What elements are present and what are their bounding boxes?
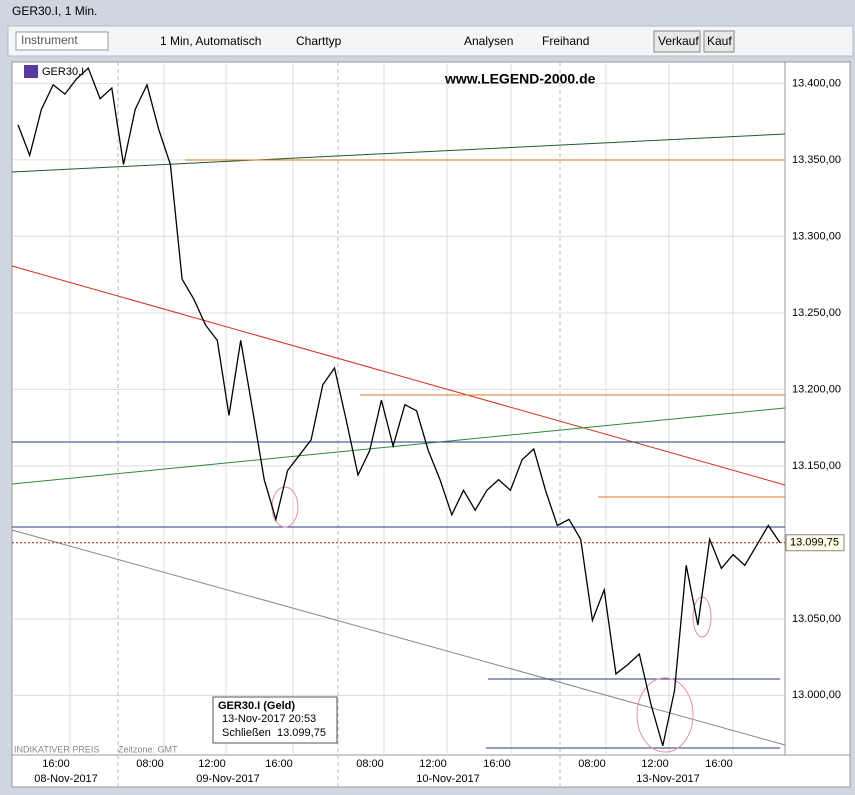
trend-line — [11, 265, 786, 486]
time-label: 08:00 — [356, 758, 384, 770]
date-label: 08-Nov-2017 — [34, 773, 98, 785]
sell-label: Verkauf — [658, 34, 699, 48]
y-tick-label: 13.150,00 — [792, 460, 841, 472]
time-label: 16:00 — [265, 758, 293, 770]
analysis-menu[interactable]: Analysen — [464, 34, 513, 48]
instrument-input[interactable] — [15, 31, 109, 51]
timezone-label: Zeitzone: GMT — [118, 744, 178, 754]
time-label: 08:00 — [136, 758, 164, 770]
symbol-label: GER30.I — [42, 66, 84, 78]
freehand-menu[interactable]: Freihand — [542, 34, 589, 48]
date-label: 09-Nov-2017 — [196, 773, 260, 785]
y-tick-label: 13.350,00 — [792, 154, 841, 166]
time-label: 08:00 — [578, 758, 606, 770]
y-tick-label: 13.050,00 — [792, 613, 841, 625]
date-label: 13-Nov-2017 — [636, 773, 700, 785]
info-time: 13-Nov-2017 20:53 — [222, 713, 316, 725]
y-tick-label: 13.250,00 — [792, 307, 841, 319]
time-label: 16:00 — [483, 758, 511, 770]
time-axis — [11, 754, 851, 788]
plot-area — [11, 61, 786, 756]
charttype-menu[interactable]: Charttyp — [296, 34, 342, 48]
watermark: www.LEGEND-2000.de — [444, 71, 596, 87]
price-axis — [784, 61, 851, 756]
y-tick-label: 13.000,00 — [792, 689, 841, 701]
buy-label: Kauf — [707, 34, 732, 48]
grid — [12, 62, 785, 787]
indicative-label: INDIKATIVER PREIS — [14, 744, 99, 754]
info-close-label: Schließen — [222, 727, 271, 739]
time-label: 16:00 — [705, 758, 733, 770]
sell-button[interactable] — [653, 30, 701, 53]
highlight-ellipse — [636, 677, 694, 753]
last-price-label: 13.099,75 — [790, 537, 839, 549]
interval-menu[interactable]: 1 Min, Automatisch — [160, 34, 261, 48]
time-label: 12:00 — [641, 758, 669, 770]
instrument-placeholder: Instrument — [21, 33, 78, 47]
trend-line — [11, 407, 786, 485]
y-tick-label: 13.400,00 — [792, 77, 841, 89]
time-label: 12:00 — [419, 758, 447, 770]
info-title: GER30.I (Geld) — [218, 700, 295, 712]
window-title: GER30.I, 1 Min. — [12, 4, 97, 18]
y-tick-label: 13.200,00 — [792, 383, 841, 395]
trend-line — [11, 529, 786, 746]
symbol-icon — [24, 65, 38, 78]
y-tick-label: 13.300,00 — [792, 230, 841, 242]
date-label: 10-Nov-2017 — [416, 773, 480, 785]
last-price-box — [785, 534, 845, 552]
info-box — [212, 696, 338, 744]
info-close-value: 13.099,75 — [277, 727, 326, 739]
trend-line — [11, 133, 786, 173]
time-label: 16:00 — [42, 758, 70, 770]
buy-button[interactable] — [703, 30, 735, 53]
time-label: 12:00 — [198, 758, 226, 770]
price-line — [17, 66, 781, 746]
